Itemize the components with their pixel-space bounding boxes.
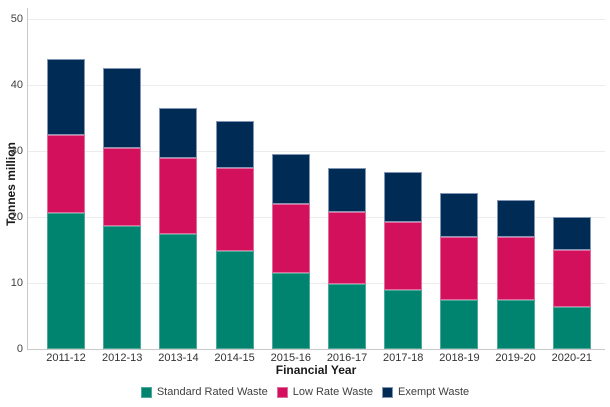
gridline-y50 bbox=[28, 19, 605, 20]
y-tick-label: 0 bbox=[16, 343, 23, 355]
legend-swatch-icon bbox=[140, 386, 152, 398]
bar-segment bbox=[552, 250, 591, 308]
bar-segment bbox=[215, 251, 254, 349]
bar-segment bbox=[215, 121, 254, 168]
bar-segment bbox=[496, 237, 535, 301]
x-tick-label: 2015-16 bbox=[270, 352, 311, 364]
bar-segment bbox=[440, 300, 479, 349]
bar-segment bbox=[271, 203, 310, 274]
bar-segment bbox=[47, 213, 85, 349]
x-tick-label: 2011-12 bbox=[46, 352, 86, 364]
bar-segment bbox=[159, 234, 198, 349]
bar-2017-18 bbox=[384, 172, 423, 349]
legend-item: Standard Rated Waste bbox=[140, 386, 268, 398]
bar-segment bbox=[384, 222, 423, 291]
bar-segment bbox=[552, 217, 591, 251]
y-tick-label: 10 bbox=[10, 277, 23, 289]
bar-2020-21 bbox=[552, 217, 591, 349]
gridline-y30 bbox=[28, 151, 605, 152]
y-axis-line bbox=[27, 8, 28, 350]
bar-segment bbox=[103, 225, 142, 349]
legend-item: Low Rate Waste bbox=[276, 386, 374, 398]
bar-2012-13 bbox=[103, 67, 142, 349]
x-axis-title: Financial Year bbox=[275, 363, 357, 377]
x-tick-label: 2013-14 bbox=[158, 352, 199, 364]
gridline-y20 bbox=[28, 217, 605, 218]
legend-item: Exempt Waste bbox=[382, 386, 469, 398]
bar-2013-14 bbox=[159, 108, 198, 349]
x-tick-label: 2018-19 bbox=[439, 352, 480, 364]
y-tick-label: 50 bbox=[10, 13, 23, 25]
legend: Standard Rated Waste Low Rate Waste Exempt… bbox=[0, 386, 610, 398]
bar-segment bbox=[159, 108, 198, 159]
x-tick-label: 2017-18 bbox=[383, 352, 424, 364]
bar-segment bbox=[47, 58, 85, 136]
bar-segment bbox=[384, 172, 423, 223]
legend-swatch-icon bbox=[276, 386, 288, 398]
bar-segment bbox=[384, 290, 423, 349]
gridline-y10 bbox=[28, 283, 605, 284]
bar-segment bbox=[103, 147, 142, 226]
bar-segment bbox=[47, 135, 85, 214]
legend-label: Low Rate Waste bbox=[292, 386, 374, 398]
bar-segment bbox=[328, 284, 366, 349]
bar-segment bbox=[440, 192, 479, 237]
bar-2018-19 bbox=[440, 192, 479, 349]
bar-2019-20 bbox=[496, 199, 535, 349]
bar-2016-17 bbox=[328, 168, 366, 349]
bar-segment bbox=[103, 67, 142, 148]
bar-segment bbox=[496, 300, 535, 349]
x-tick-label: 2012-13 bbox=[102, 352, 143, 364]
bar-segment bbox=[328, 212, 366, 285]
bar-segment bbox=[271, 153, 310, 204]
legend-label: Exempt Waste bbox=[398, 386, 470, 398]
bar-segment bbox=[496, 199, 535, 238]
y-tick-label: 40 bbox=[10, 79, 23, 91]
bar-segment bbox=[215, 167, 254, 252]
y-tick-label: 20 bbox=[10, 211, 23, 223]
legend-swatch-icon bbox=[382, 386, 394, 398]
x-tick-label: 2016-17 bbox=[326, 352, 368, 364]
x-tick-label: 2019-20 bbox=[495, 352, 536, 364]
bar-segment bbox=[328, 168, 366, 213]
bar-2011-12 bbox=[47, 58, 85, 349]
bar-segment bbox=[440, 236, 479, 301]
plot-area bbox=[27, 19, 605, 350]
gridline-y40 bbox=[28, 85, 605, 86]
bar-2015-16 bbox=[271, 153, 310, 349]
bar-2014-15 bbox=[215, 121, 254, 349]
x-tick-label: 2014-15 bbox=[214, 352, 255, 364]
y-tick-label: 30 bbox=[10, 145, 23, 157]
x-tick-label: 2020-21 bbox=[551, 352, 592, 364]
bar-segment bbox=[159, 158, 198, 235]
legend-label: Standard Rated Waste bbox=[156, 386, 268, 398]
bar-segment bbox=[552, 307, 591, 349]
bar-segment bbox=[271, 273, 310, 349]
